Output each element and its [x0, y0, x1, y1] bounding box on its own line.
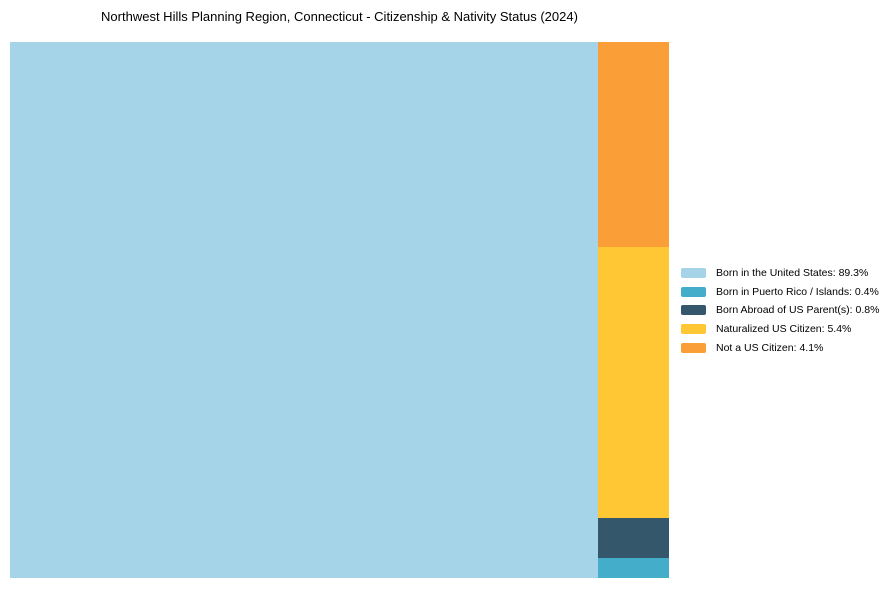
legend-swatch-not-a-us-citizen — [681, 342, 706, 353]
treemap-block-born-in-united-states — [10, 42, 599, 578]
legend-item: Born in the United States: 89.3% — [681, 264, 879, 283]
legend-swatch-naturalized-us-citizen — [681, 324, 706, 335]
treemap-block-naturalized-us-citizen — [598, 247, 669, 518]
legend-item: Born Abroad of US Parent(s): 0.8% — [681, 301, 879, 320]
legend-label: Born Abroad of US Parent(s): 0.8% — [716, 304, 880, 317]
legend-label: Born in the United States: 89.3% — [716, 267, 869, 280]
legend-label: Not a US Citizen: 4.1% — [716, 341, 824, 354]
legend-item: Naturalized US Citizen: 5.4% — [681, 320, 879, 339]
legend-item: Born in Puerto Rico / Islands: 0.4% — [681, 283, 879, 302]
legend-label: Born in Puerto Rico / Islands: 0.4% — [716, 285, 879, 298]
treemap — [10, 42, 669, 578]
treemap-block-born-in-puerto-rico-islands — [598, 557, 669, 578]
legend-item: Not a US Citizen: 4.1% — [681, 338, 879, 357]
legend-label: Naturalized US Citizen: 5.4% — [716, 323, 852, 336]
legend-swatch-born-in-puerto-rico-islands — [681, 286, 706, 297]
treemap-block-not-a-us-citizen — [598, 42, 669, 248]
legend: Born in the United States: 89.3% Born in… — [681, 264, 879, 357]
legend-swatch-born-abroad-of-us-parents — [681, 305, 706, 316]
legend-swatch-born-in-united-states — [681, 268, 706, 279]
treemap-block-born-abroad-of-us-parents — [598, 517, 669, 558]
chart-title: Northwest Hills Planning Region, Connect… — [101, 9, 578, 24]
treemap-column — [598, 42, 669, 578]
